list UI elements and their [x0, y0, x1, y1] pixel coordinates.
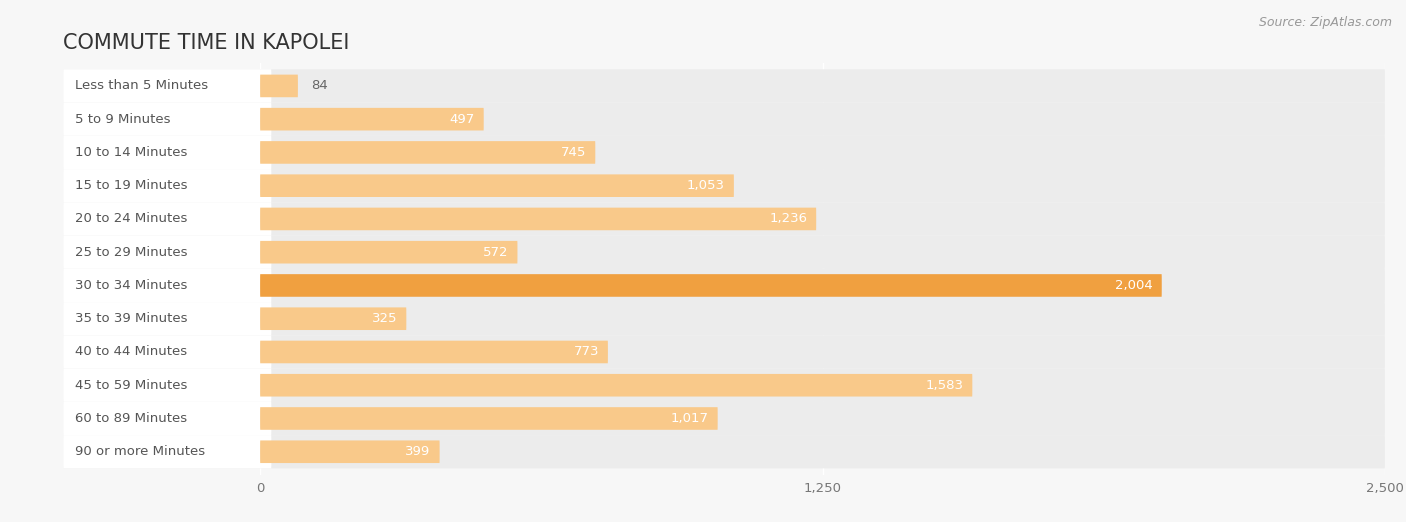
Text: Source: ZipAtlas.com: Source: ZipAtlas.com	[1258, 16, 1392, 29]
FancyBboxPatch shape	[63, 269, 271, 302]
Text: 1,053: 1,053	[688, 179, 725, 192]
FancyBboxPatch shape	[260, 108, 484, 130]
FancyBboxPatch shape	[63, 203, 1385, 235]
FancyBboxPatch shape	[63, 302, 1385, 335]
FancyBboxPatch shape	[260, 241, 517, 264]
Text: 773: 773	[574, 346, 599, 359]
FancyBboxPatch shape	[260, 141, 595, 164]
Text: 30 to 34 Minutes: 30 to 34 Minutes	[75, 279, 187, 292]
FancyBboxPatch shape	[63, 302, 271, 335]
FancyBboxPatch shape	[63, 335, 271, 369]
Text: 20 to 24 Minutes: 20 to 24 Minutes	[75, 212, 187, 226]
FancyBboxPatch shape	[63, 69, 271, 102]
Text: 1,017: 1,017	[671, 412, 709, 425]
FancyBboxPatch shape	[260, 307, 406, 330]
Text: 45 to 59 Minutes: 45 to 59 Minutes	[75, 379, 187, 392]
Text: 1,236: 1,236	[769, 212, 807, 226]
Text: 745: 745	[561, 146, 586, 159]
FancyBboxPatch shape	[63, 169, 1385, 203]
FancyBboxPatch shape	[260, 407, 717, 430]
FancyBboxPatch shape	[63, 235, 271, 269]
Text: 10 to 14 Minutes: 10 to 14 Minutes	[75, 146, 187, 159]
FancyBboxPatch shape	[63, 102, 1385, 136]
Text: 5 to 9 Minutes: 5 to 9 Minutes	[75, 113, 170, 126]
Text: Less than 5 Minutes: Less than 5 Minutes	[75, 79, 208, 92]
FancyBboxPatch shape	[63, 435, 1385, 468]
Text: 35 to 39 Minutes: 35 to 39 Minutes	[75, 312, 187, 325]
FancyBboxPatch shape	[63, 203, 271, 235]
Text: 1,583: 1,583	[925, 379, 963, 392]
FancyBboxPatch shape	[260, 174, 734, 197]
Text: 2,004: 2,004	[1115, 279, 1153, 292]
Text: 84: 84	[311, 79, 328, 92]
Text: 572: 572	[484, 246, 509, 259]
Text: 40 to 44 Minutes: 40 to 44 Minutes	[75, 346, 187, 359]
FancyBboxPatch shape	[63, 136, 1385, 169]
Text: 15 to 19 Minutes: 15 to 19 Minutes	[75, 179, 187, 192]
Text: 325: 325	[371, 312, 398, 325]
FancyBboxPatch shape	[260, 274, 1161, 297]
FancyBboxPatch shape	[260, 374, 973, 397]
FancyBboxPatch shape	[63, 169, 271, 203]
Text: 90 or more Minutes: 90 or more Minutes	[75, 445, 205, 458]
FancyBboxPatch shape	[63, 136, 271, 169]
Text: 25 to 29 Minutes: 25 to 29 Minutes	[75, 246, 187, 259]
FancyBboxPatch shape	[63, 369, 271, 402]
FancyBboxPatch shape	[63, 102, 271, 136]
FancyBboxPatch shape	[63, 402, 271, 435]
FancyBboxPatch shape	[63, 69, 1385, 102]
FancyBboxPatch shape	[260, 441, 440, 463]
Text: 497: 497	[450, 113, 475, 126]
Text: 60 to 89 Minutes: 60 to 89 Minutes	[75, 412, 187, 425]
FancyBboxPatch shape	[63, 402, 1385, 435]
FancyBboxPatch shape	[260, 341, 607, 363]
FancyBboxPatch shape	[63, 335, 1385, 369]
Text: COMMUTE TIME IN KAPOLEI: COMMUTE TIME IN KAPOLEI	[63, 33, 350, 53]
FancyBboxPatch shape	[63, 235, 1385, 269]
FancyBboxPatch shape	[63, 435, 271, 468]
FancyBboxPatch shape	[260, 208, 817, 230]
Text: 399: 399	[405, 445, 430, 458]
FancyBboxPatch shape	[260, 75, 298, 97]
FancyBboxPatch shape	[63, 269, 1385, 302]
FancyBboxPatch shape	[63, 369, 1385, 402]
